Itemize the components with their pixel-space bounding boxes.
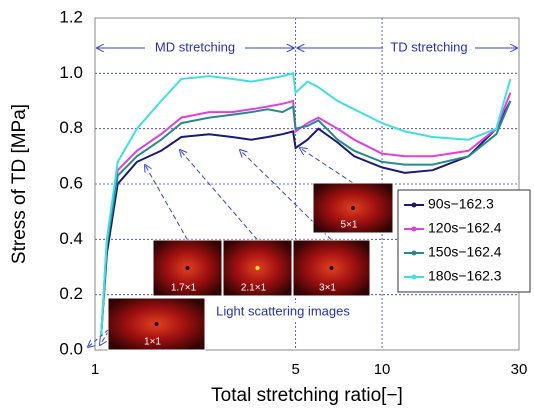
- inset-spot: [330, 266, 334, 270]
- inset-spot: [155, 322, 159, 326]
- inset-arrow: [145, 165, 188, 240]
- inset-label: 1.7×1: [171, 283, 197, 294]
- legend-dot: [412, 275, 417, 280]
- y-tick-label: 0.6: [59, 173, 83, 192]
- inset-arrow: [180, 150, 258, 240]
- y-tick-label: 0.2: [59, 284, 83, 303]
- y-tick-label: 0.0: [59, 339, 83, 358]
- inset-arrow: [300, 148, 353, 183]
- x-tick-label: 10: [374, 361, 391, 378]
- x-axis-label: Total stretching ratio[−]: [211, 385, 403, 406]
- inset-spot: [186, 266, 190, 270]
- legend-label: 180s−162.3: [428, 268, 502, 284]
- inset-spot: [256, 266, 260, 270]
- inset-arrow: [88, 330, 108, 347]
- x-tick-label: 5: [291, 361, 299, 378]
- annotation: MD stretching: [155, 39, 235, 54]
- y-tick-label: 1.2: [59, 7, 83, 26]
- inset-label: 2.1×1: [241, 283, 267, 294]
- y-tick-label: 1.0: [59, 63, 83, 82]
- legend-dot: [412, 203, 417, 208]
- x-tick-label: 1: [91, 361, 99, 378]
- annotation: TD stretching: [390, 39, 467, 54]
- chart: Stress of TD [MPa] Total stretching rati…: [0, 0, 534, 409]
- legend-label: 150s−162.4: [428, 244, 502, 260]
- legend-dot: [412, 227, 417, 232]
- y-tick-label: 0.8: [59, 118, 83, 137]
- annotation: Light scattering images: [216, 303, 350, 318]
- inset-label: 1×1: [144, 337, 161, 348]
- y-axis-label: Stress of TD [MPa]: [9, 104, 30, 264]
- legend-dot: [412, 251, 417, 256]
- inset-label: 5×1: [341, 220, 358, 231]
- legend-label: 120s−162.4: [428, 220, 502, 236]
- legend-label: 90s−162.3: [428, 196, 494, 212]
- y-tick-label: 0.4: [59, 229, 83, 248]
- inset-spot: [351, 206, 355, 210]
- inset-label: 3×1: [319, 283, 336, 294]
- x-tick-label: 30: [511, 361, 528, 378]
